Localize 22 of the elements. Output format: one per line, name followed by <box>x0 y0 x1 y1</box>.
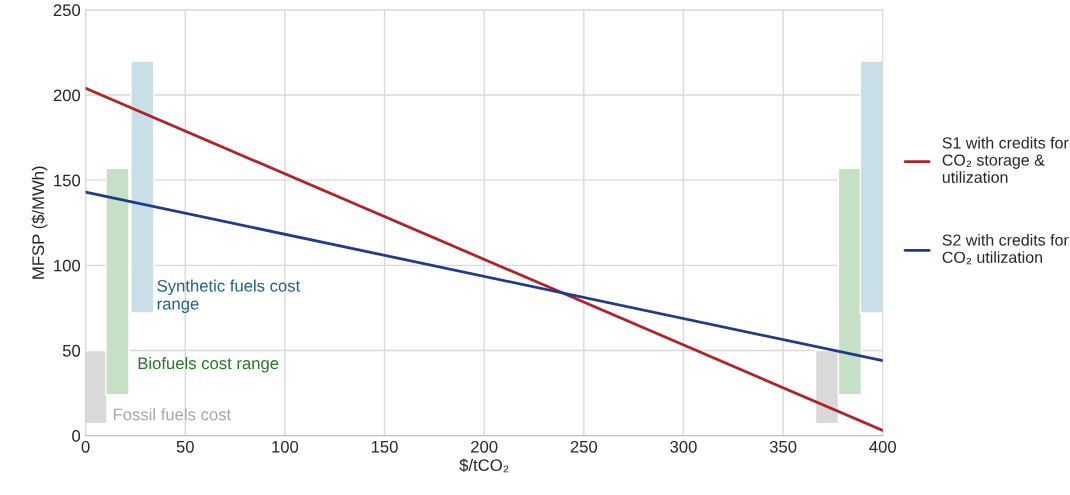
legend-label: S1 with credits for CO₂ storage & utilization <box>942 136 1069 183</box>
x-tick-label: 200 <box>471 440 498 453</box>
x-tick-label: 150 <box>371 440 398 453</box>
y-tick-label: 100 <box>54 259 81 272</box>
y-tick-label: 150 <box>54 174 81 187</box>
annotation: Synthetic fuels cost range <box>157 279 301 313</box>
x-axis-title: $/tCO₂ <box>459 458 509 473</box>
y-axis-title: MFSP ($/MWh) <box>31 166 48 279</box>
x-tick-label: 400 <box>869 440 896 453</box>
annotation: Fossil fuels cost <box>113 408 232 421</box>
y-tick-label: 250 <box>53 4 81 17</box>
x-tick-label: 300 <box>670 440 697 453</box>
x-tick-label: 50 <box>176 440 194 453</box>
annotation: Biofuels cost range <box>138 356 279 373</box>
y-tick-label: 200 <box>53 89 81 102</box>
x-tick-label: 100 <box>272 440 299 453</box>
x-tick-label: 0 <box>81 440 90 453</box>
legend-label: S2 with credits for CO₂ utilization <box>942 234 1069 265</box>
y-tick-label: 0 <box>72 430 81 442</box>
x-tick-label: 350 <box>769 440 797 453</box>
x-tick-label: 250 <box>570 440 598 453</box>
y-tick-label: 50 <box>62 344 81 357</box>
